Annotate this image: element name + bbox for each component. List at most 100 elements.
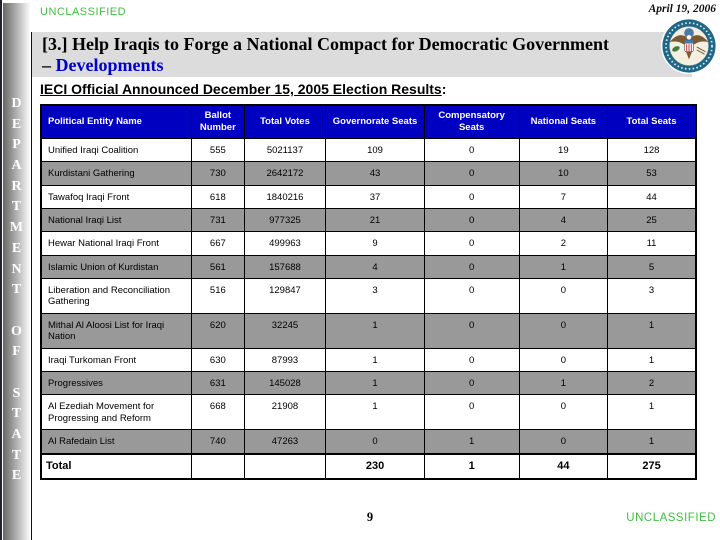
- value-cell: 1: [607, 394, 697, 431]
- value-cell: 1: [325, 312, 425, 349]
- value-cell: 0: [518, 312, 609, 349]
- sidebar-letter: N: [11, 261, 22, 277]
- value-cell: 2642172: [243, 161, 327, 186]
- table-row: Hewar National Iraqi Front 667 499963 9 0 2 11: [40, 231, 697, 256]
- value-cell: 668: [191, 394, 245, 431]
- table-row: Iraqi Turkoman Front 630 87993 1 0 0 1: [40, 347, 697, 373]
- value-cell: 32245: [243, 312, 327, 349]
- slide-title-line1: [3.] Help Iraqis to Forge a National Com…: [42, 34, 610, 54]
- value-cell: 2: [607, 371, 697, 396]
- sidebar-letter: T: [11, 406, 22, 422]
- classification-top: UNCLASSIFIED: [40, 6, 127, 18]
- total-value-cell: 230: [325, 452, 425, 480]
- value-cell: 3: [607, 278, 697, 314]
- value-cell: 740: [191, 429, 245, 455]
- value-cell: 128: [607, 137, 697, 163]
- section-heading: IECI Official Announced December 15, 200…: [40, 81, 446, 97]
- table-total-row: Total 230 1 44 275: [40, 452, 697, 480]
- sidebar-letter: A: [11, 158, 22, 174]
- value-cell: 10: [518, 161, 609, 186]
- value-cell: 1: [325, 347, 425, 373]
- sidebar-letter-gap: [3, 363, 30, 384]
- value-cell: 630: [191, 347, 245, 373]
- classification-bottom: UNCLASSIFIED: [626, 512, 716, 524]
- election-results-table: Political Entity Name Ballot Number Total …: [40, 104, 697, 480]
- entity-name-cell: Al Rafedain List: [40, 429, 193, 455]
- sidebar-letter: O: [11, 323, 22, 339]
- entity-name-cell: Al Ezediah Movement for Progressing and …: [40, 394, 193, 431]
- column-header: Political Entity Name: [40, 104, 193, 139]
- column-header: Total Votes: [243, 104, 327, 139]
- entity-name-cell: Liberation and Reconciliation Gathering: [40, 278, 193, 314]
- sidebar-letter: T: [11, 447, 22, 463]
- value-cell: 25: [607, 207, 697, 233]
- entity-name-cell: Iraqi Turkoman Front: [40, 347, 193, 373]
- value-cell: 0: [423, 137, 520, 163]
- value-cell: 667: [191, 231, 245, 256]
- table-row: Al Rafedain List 740 47263 0 1 0 1: [40, 429, 697, 455]
- value-cell: 0: [423, 161, 520, 186]
- column-header: Total Seats: [607, 104, 697, 139]
- value-cell: 129847: [243, 278, 327, 314]
- sidebar-letter: D: [11, 96, 22, 111]
- title-developments: Developments: [55, 55, 164, 75]
- table-header-row: Political Entity Name Ballot Number Total …: [40, 104, 697, 139]
- value-cell: 19: [518, 137, 609, 163]
- table-row: Kurdistani Gathering 730 2642172 43 0 10 53: [40, 161, 697, 186]
- value-cell: 0: [423, 312, 520, 349]
- entity-name-cell: Unified Iraqi Coalition: [40, 137, 193, 163]
- title-dash: –: [42, 55, 51, 75]
- value-cell: 977325: [243, 207, 327, 233]
- value-cell: 47263: [243, 429, 327, 455]
- value-cell: 561: [191, 254, 245, 280]
- sidebar-letter: M: [9, 220, 24, 236]
- table-row: Al Ezediah Movement for Progressing and …: [40, 394, 697, 431]
- value-cell: 87993: [243, 347, 327, 373]
- value-cell: 516: [191, 278, 245, 314]
- value-cell: 53: [607, 161, 697, 186]
- value-cell: 0: [518, 347, 609, 373]
- value-cell: 21908: [243, 394, 327, 431]
- value-cell: 0: [423, 347, 520, 373]
- table-row: Tawafoq Iraqi Front 618 1840216 37 0 7 44: [40, 184, 697, 209]
- value-cell: 555: [191, 137, 245, 163]
- value-cell: 1: [423, 429, 520, 455]
- total-value-cell: [191, 452, 245, 480]
- value-cell: 7: [518, 184, 609, 209]
- table-row: National Iraqi List 731 977325 21 0 4 25: [40, 207, 697, 233]
- entity-name-cell: Tawafoq Iraqi Front: [40, 184, 193, 209]
- total-value-cell: 1: [423, 452, 520, 480]
- sidebar-letter: T: [11, 282, 22, 298]
- value-cell: 620: [191, 312, 245, 349]
- entity-name-cell: Hewar National Iraqi Front: [40, 231, 193, 256]
- slide-left-edge: [0, 0, 2, 540]
- value-cell: 157688: [243, 254, 327, 280]
- sidebar-letter: P: [12, 137, 21, 153]
- total-value-cell: 275: [607, 452, 697, 480]
- value-cell: 43: [325, 161, 425, 186]
- value-cell: 0: [423, 184, 520, 209]
- value-cell: 631: [191, 371, 245, 396]
- value-cell: 0: [423, 371, 520, 396]
- value-cell: 2: [518, 231, 609, 256]
- sidebar-letter: E: [11, 468, 22, 484]
- title-bar: [3.] Help Iraqis to Forge a National Com…: [32, 32, 692, 77]
- column-header: Ballot Number: [191, 104, 245, 139]
- sidebar-letter: R: [11, 178, 22, 194]
- entity-name-cell: Islamic Union of Kurdistan: [40, 254, 193, 280]
- value-cell: 0: [423, 394, 520, 431]
- table-row: Mithal Al Aloosi List for Iraqi Nation 62…: [40, 312, 697, 349]
- column-header: National Seats: [518, 104, 609, 139]
- value-cell: 4: [518, 207, 609, 233]
- value-cell: 0: [423, 207, 520, 233]
- value-cell: 1: [607, 429, 697, 455]
- section-heading-text: IECI Official Announced December 15, 200…: [40, 81, 442, 97]
- value-cell: 1: [607, 312, 697, 349]
- value-cell: 1: [325, 371, 425, 396]
- sidebar-letter: E: [11, 116, 22, 132]
- slide-date: April 19, 2006: [648, 3, 716, 15]
- value-cell: 5: [607, 254, 697, 280]
